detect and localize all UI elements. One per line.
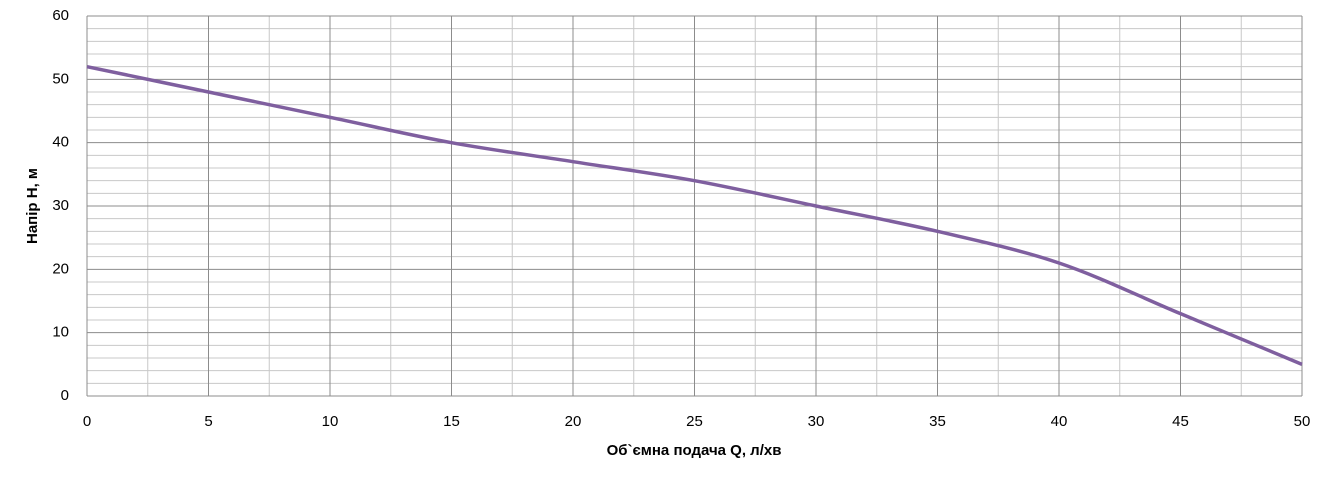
x-tick-label: 0 <box>83 413 91 430</box>
y-tick-label: 30 <box>52 197 69 214</box>
x-tick-label: 20 <box>565 413 582 430</box>
x-tick-label: 15 <box>443 413 460 430</box>
x-tick-label: 35 <box>929 413 946 430</box>
x-tick-label: 45 <box>1172 413 1189 430</box>
series-line <box>86 64 1303 366</box>
y-tick-label: 60 <box>52 7 69 24</box>
y-tick-label: 40 <box>52 134 69 151</box>
x-tick-label: 50 <box>1294 413 1311 430</box>
y-tick-label: 10 <box>52 324 69 341</box>
x-tick-label: 10 <box>322 413 339 430</box>
x-axis-title: Об`ємна подача Q, л/хв <box>607 442 782 459</box>
y-axis-title: Напір H, м <box>24 168 41 244</box>
y-tick-label: 20 <box>52 260 69 277</box>
x-tick-label: 40 <box>1051 413 1068 430</box>
x-tick-label: 30 <box>808 413 825 430</box>
y-tick-label: 50 <box>52 70 69 87</box>
y-tick-label: 0 <box>61 387 69 404</box>
x-tick-label: 25 <box>686 413 703 430</box>
x-tick-label: 5 <box>204 413 212 430</box>
